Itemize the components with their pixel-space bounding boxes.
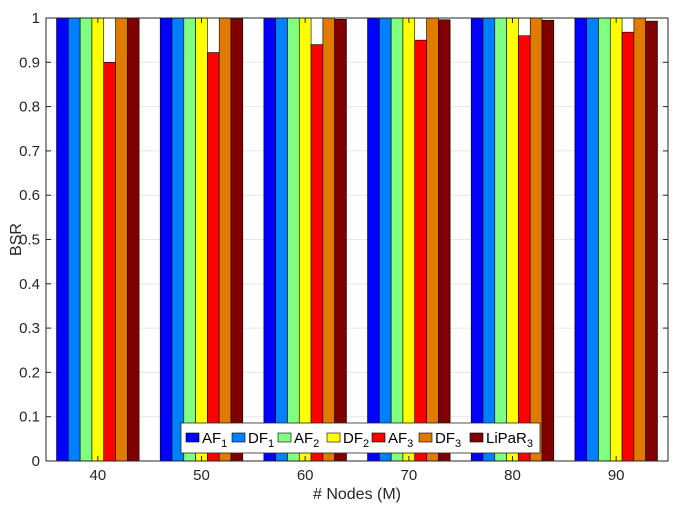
bar bbox=[379, 17, 392, 462]
x-tick-label: 90 bbox=[608, 467, 625, 484]
legend-swatch bbox=[371, 432, 386, 443]
bar bbox=[574, 17, 587, 462]
bar bbox=[426, 17, 439, 462]
bar bbox=[56, 17, 69, 462]
bar bbox=[298, 17, 312, 462]
y-axis-ticks: 0 0.1 0.2 0.3 0.4 0.5 0.6 0.7 0.8 0.9 1 bbox=[19, 10, 668, 470]
bar bbox=[367, 17, 380, 462]
x-tick-label: 70 bbox=[400, 467, 417, 484]
bar bbox=[438, 19, 451, 462]
legend: AF1 DF1 AF2 DF2 AF3 DF3 LiPaR3 bbox=[180, 422, 541, 454]
bar bbox=[263, 17, 276, 462]
y-tick-label: 0.8 bbox=[19, 99, 40, 116]
y-tick-label: 0.5 bbox=[19, 232, 40, 249]
bar bbox=[482, 17, 496, 462]
bar bbox=[390, 17, 404, 462]
bar bbox=[183, 17, 196, 462]
bar bbox=[218, 17, 232, 462]
bar bbox=[529, 17, 543, 462]
bar bbox=[621, 31, 635, 462]
y-tick-label: 0.7 bbox=[19, 143, 40, 160]
bar bbox=[470, 17, 484, 462]
bar bbox=[609, 17, 623, 462]
bar bbox=[230, 18, 244, 462]
bars bbox=[56, 17, 658, 462]
bar bbox=[586, 17, 599, 462]
bar bbox=[115, 17, 128, 462]
x-tick-label: 60 bbox=[297, 467, 314, 484]
bar bbox=[334, 19, 347, 462]
bar bbox=[91, 17, 105, 462]
bar bbox=[402, 17, 416, 462]
legend-entry: AF3 bbox=[388, 430, 413, 450]
y-tick-label: 0.6 bbox=[19, 187, 40, 204]
bar bbox=[207, 52, 220, 462]
bar bbox=[159, 17, 173, 462]
bar bbox=[103, 61, 116, 462]
bar bbox=[79, 17, 93, 462]
bar bbox=[633, 17, 646, 462]
bar bbox=[127, 17, 140, 462]
x-tick-label: 40 bbox=[89, 467, 106, 484]
bar bbox=[598, 17, 611, 462]
legend-swatch bbox=[277, 432, 292, 443]
y-tick-label: 0.4 bbox=[19, 276, 40, 293]
bar bbox=[310, 44, 324, 462]
y-tick-label: 0.2 bbox=[19, 364, 40, 381]
bar bbox=[414, 39, 427, 462]
bar bbox=[494, 17, 507, 462]
legend-entry: LiPaR3 bbox=[486, 430, 533, 450]
legend-swatch bbox=[418, 432, 433, 443]
y-tick-label: 0.9 bbox=[19, 54, 40, 71]
bar bbox=[518, 35, 531, 462]
legend-entry: DF1 bbox=[248, 430, 274, 450]
x-tick-label: 80 bbox=[504, 467, 521, 484]
bar bbox=[645, 20, 658, 462]
legend-swatch bbox=[231, 432, 246, 443]
x-axis-label: # Nodes (M) bbox=[313, 486, 401, 503]
legend-entry: DF2 bbox=[343, 430, 369, 450]
legend-swatch bbox=[326, 432, 341, 443]
legend-swatch bbox=[469, 432, 484, 443]
bar bbox=[171, 17, 185, 462]
legend-entry: AF1 bbox=[202, 430, 227, 450]
bar bbox=[506, 17, 519, 462]
x-tick-label: 50 bbox=[193, 467, 210, 484]
x-axis-ticks: 40 50 60 70 80 90 bbox=[89, 18, 625, 484]
bar bbox=[195, 17, 208, 462]
bar bbox=[541, 19, 555, 462]
y-tick-label: 1 bbox=[32, 10, 40, 27]
legend-entry: DF3 bbox=[435, 430, 461, 450]
bar bbox=[322, 17, 335, 462]
y-tick-label: 0 bbox=[32, 453, 40, 470]
y-tick-label: 0.1 bbox=[19, 409, 40, 426]
bar bbox=[275, 17, 288, 462]
bar bbox=[68, 17, 81, 462]
bar bbox=[287, 17, 300, 462]
y-tick-label: 0.3 bbox=[19, 320, 40, 337]
legend-swatch bbox=[185, 432, 200, 443]
y-axis-label: BSR bbox=[8, 223, 25, 256]
legend-entry: AF2 bbox=[294, 430, 319, 450]
